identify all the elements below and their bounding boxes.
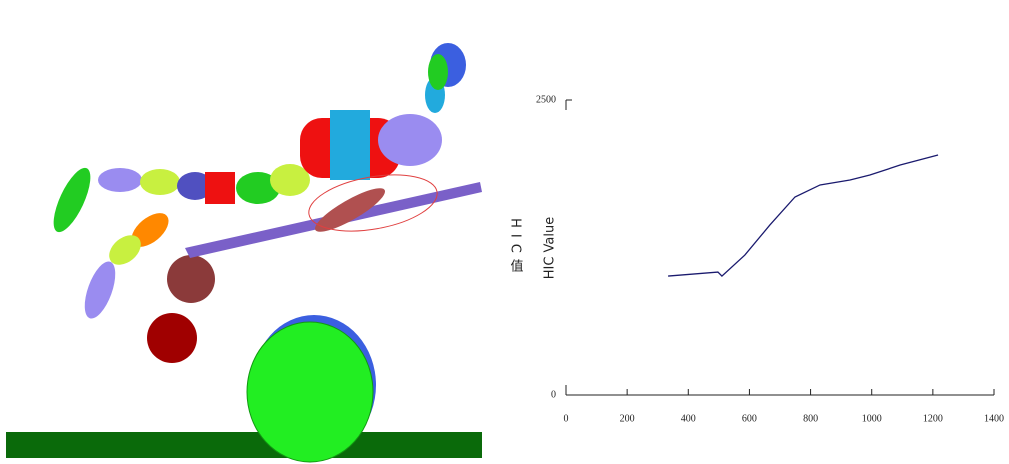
line [668,155,938,276]
simulation-illustration [6,43,482,462]
figure: 0 200 400 600 800 1000 1200 1400 0 2500 HIC Value H… [0,0,1009,464]
page: 0 200 400 600 800 1000 1200 1400 0 2500 HIC Value H… [0,0,1009,464]
y-tick-label: 2500 [536,94,556,105]
sphere [147,313,197,363]
dummy [46,43,466,322]
y-axis-title: HIC Value [543,217,558,280]
x-tick-label: 1200 [923,413,943,424]
sphere [167,255,215,303]
y-axis-title-cn: HIC值 [508,218,524,278]
x-tick-label: 1000 [862,413,882,424]
x-tick-label: 1400 [984,413,1004,424]
x-tick-label: 600 [742,413,757,424]
wheel [247,322,373,462]
ground [6,432,482,458]
x-tick-label: 400 [681,413,696,424]
x-tick-label: 0 [564,413,569,424]
x-tick-label: 800 [803,413,818,424]
x-tick-label: 200 [620,413,635,424]
y-tick-label: 0 [551,389,556,400]
